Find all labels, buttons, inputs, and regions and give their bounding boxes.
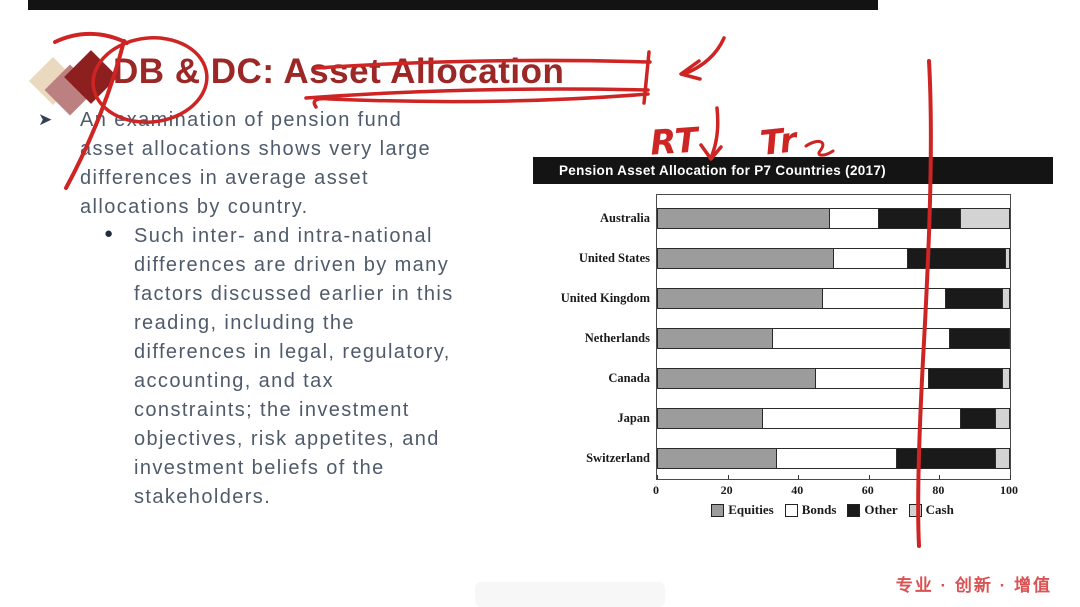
x-tick-mark — [727, 475, 729, 479]
category-label: United States — [578, 251, 650, 265]
x-tick-mark — [868, 475, 870, 479]
pen-underline-end-tick — [642, 50, 651, 105]
page-title: DB & DC: Asset Allocation — [113, 52, 565, 91]
bar-segment-equities — [657, 328, 774, 349]
pension-allocation-chart: Pension Asset Allocation for P7 Countrie… — [533, 157, 1053, 535]
bar-segment-other — [960, 408, 996, 429]
legend-item-other: Other — [847, 502, 898, 518]
bar-segment-bonds — [822, 288, 947, 309]
legend-label: Other — [864, 502, 898, 517]
category-label: Switzerland — [586, 451, 650, 465]
category-label: Japan — [617, 411, 650, 425]
legend-label: Cash — [925, 502, 954, 517]
category-label: Australia — [600, 211, 650, 225]
legend-label: Equities — [728, 502, 774, 517]
legend-item-equities: Equities — [711, 502, 774, 518]
bar-segment-other — [897, 448, 996, 469]
bar-segment-bonds — [762, 408, 961, 429]
x-tick-label: 20 — [720, 483, 733, 497]
bar-segment-bonds — [815, 368, 929, 389]
arrow-bullet-icon: ➤ — [38, 110, 53, 129]
legend-swatch-icon — [908, 503, 922, 517]
x-tick-label: 100 — [1000, 483, 1018, 497]
bar-segment-equities — [657, 288, 823, 309]
legend-swatch-icon — [711, 503, 725, 517]
chart-legend: Equities Bonds Other Cash — [656, 502, 1009, 518]
x-tick-label: 80 — [932, 483, 945, 497]
x-tick-label: 40 — [791, 483, 804, 497]
x-tick-mark — [657, 475, 658, 479]
pen-note-squiggle — [804, 139, 835, 157]
legend-swatch-icon — [847, 503, 861, 517]
chart-category-labels: Australia United States United Kingdom Neth… — [533, 194, 650, 478]
bar-segment-cash — [1006, 248, 1010, 269]
legend-item-cash: Cash — [908, 502, 954, 518]
bar-segment-other — [946, 288, 1003, 309]
bar-segment-cash — [1002, 368, 1010, 389]
pen-down-arrow — [709, 106, 720, 160]
x-tick-mark — [798, 475, 800, 479]
bar-row-united-states — [657, 248, 1010, 269]
pen-curved-arrow — [682, 36, 726, 76]
slide-body: ➤ An examination of pension fund asset a… — [38, 106, 538, 512]
bar-segment-other — [907, 248, 1007, 269]
bar-row-canada — [657, 368, 1010, 389]
category-label: United Kingdom — [560, 291, 650, 305]
bar-segment-cash — [995, 448, 1010, 469]
bar-row-switzerland — [657, 448, 1010, 469]
bar-row-netherlands — [657, 328, 1010, 349]
x-tick-label: 60 — [861, 483, 874, 497]
top-black-strip — [28, 0, 878, 10]
bar-segment-cash — [995, 408, 1010, 429]
category-label: Canada — [608, 371, 650, 385]
bar-segment-other — [949, 328, 1010, 349]
bullet-2-text: Such inter- and intra-national differenc… — [134, 225, 454, 508]
legend-item-bonds: Bonds — [784, 502, 837, 518]
footer-slogan: 专业 · 创新 · 增值 — [895, 576, 1052, 595]
pen-curved-arrow-head — [679, 59, 702, 81]
legend-label: Bonds — [801, 502, 837, 517]
bar-segment-equities — [657, 368, 816, 389]
bar-segment-equities — [657, 208, 830, 229]
chart-x-axis: 0 20 40 60 80 100 — [653, 483, 1018, 499]
bar-segment-bonds — [773, 328, 950, 349]
chart-title: Pension Asset Allocation for P7 Countrie… — [533, 157, 1053, 184]
bullet-item-2: ● Such inter- and intra-national differe… — [104, 222, 538, 512]
bar-segment-bonds — [829, 208, 880, 229]
x-tick-label: 0 — [653, 483, 659, 497]
legend-swatch-icon — [784, 503, 798, 517]
bar-segment-other — [928, 368, 1003, 389]
bar-row-united-kingdom — [657, 288, 1010, 309]
x-tick-mark — [939, 475, 941, 479]
x-tick-mark — [1010, 475, 1011, 479]
pen-seven-mark — [53, 31, 129, 45]
category-label: Netherlands — [584, 331, 650, 345]
bar-segment-equities — [657, 408, 763, 429]
bar-row-australia — [657, 208, 1010, 229]
chart-plot — [656, 194, 1011, 480]
bar-segment-cash — [960, 208, 1010, 229]
bar-segment-bonds — [833, 248, 908, 269]
bar-segment-equities — [657, 448, 778, 469]
bar-segment-equities — [657, 248, 834, 269]
bullet-item-1: ➤ An examination of pension fund asset a… — [38, 106, 538, 222]
bar-row-japan — [657, 408, 1010, 429]
bullet-1-text: An examination of pension fund asset all… — [80, 109, 432, 218]
dot-bullet-icon: ● — [104, 225, 114, 242]
bar-segment-bonds — [777, 448, 898, 469]
bar-segment-cash — [1002, 288, 1010, 309]
watermark — [475, 582, 665, 607]
bar-segment-other — [879, 208, 961, 229]
